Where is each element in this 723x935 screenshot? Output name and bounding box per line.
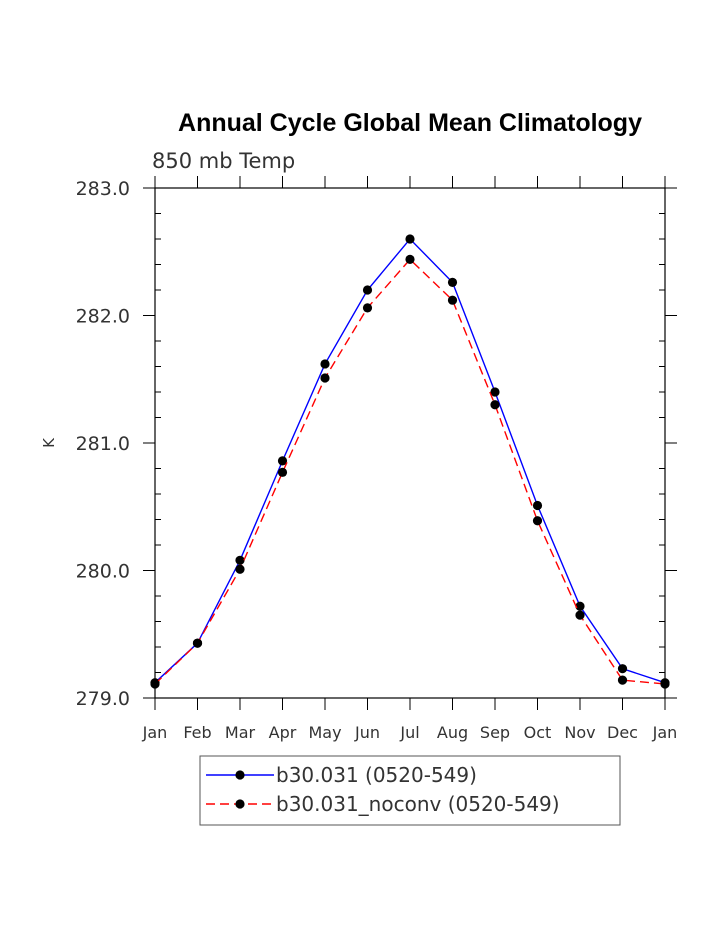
data-point [362,303,373,313]
data-point [617,675,628,685]
data-point [405,254,415,264]
x-tick-label: Aug [437,723,468,742]
data-point [235,555,245,565]
x-tick-label: Jul [399,723,419,742]
x-tick-labels: Jan Feb Mar Apr May Jun Jul Aug Sep Oct Nov Dec Jan [142,723,678,742]
y-tick-label: 282.0 [76,306,130,328]
y-tick-label: 281.0 [76,433,130,455]
legend: b30.031 (0520-549) b30.031_noconv (0520-5… [199,755,621,826]
data-point [320,359,330,369]
legend-marker [235,770,245,780]
data-point [490,400,500,410]
data-point [447,277,458,287]
x-tick-label: Apr [269,723,297,742]
x-tick-label: May [308,723,341,742]
ticks-layer [143,176,677,710]
series-line [154,258,666,685]
data-point [575,610,585,620]
data-point [532,500,543,511]
y-axis-label: K [40,437,58,448]
data-point [405,234,415,244]
chart-subtitle: 850 mb Temp [152,149,295,173]
legend-box [199,755,621,826]
data-point [575,601,585,611]
data-point [277,456,288,466]
series-layer [150,234,670,689]
legend-label: b30.031 (0520-549) [276,763,477,787]
legend-label: b30.031_noconv (0520-549) [276,792,560,816]
data-point [362,285,373,295]
data-point [192,638,203,648]
chart-title: Annual Cycle Global Mean Climatology [178,109,642,137]
series-line [154,237,666,684]
data-point [660,679,670,689]
data-point [320,373,330,383]
x-tick-label: Jan [652,723,678,742]
data-point [150,679,160,689]
data-point [447,295,458,305]
x-tick-label: Oct [524,723,552,742]
x-tick-label: Dec [607,723,638,742]
plot-frame [154,187,666,699]
data-point [235,564,245,574]
y-tick-label: 280.0 [76,561,130,583]
data-point [277,467,288,477]
data-point [490,387,500,397]
data-point [617,664,628,674]
x-tick-label: Nov [564,723,595,742]
x-tick-label: Feb [183,723,211,742]
legend-marker [235,799,245,809]
data-point [532,516,543,526]
y-tick-label: 279.0 [76,688,130,710]
y-tick-labels: 279.0 280.0 281.0 282.0 283.0 [76,178,130,710]
legend-items: b30.031 (0520-549) b30.031_noconv (0520-5… [206,763,560,816]
x-tick-label: Jun [354,723,380,742]
y-tick-label: 283.0 [76,178,130,200]
x-tick-label: Sep [480,723,510,742]
x-tick-label: Jan [142,723,168,742]
x-tick-label: Mar [225,723,256,742]
